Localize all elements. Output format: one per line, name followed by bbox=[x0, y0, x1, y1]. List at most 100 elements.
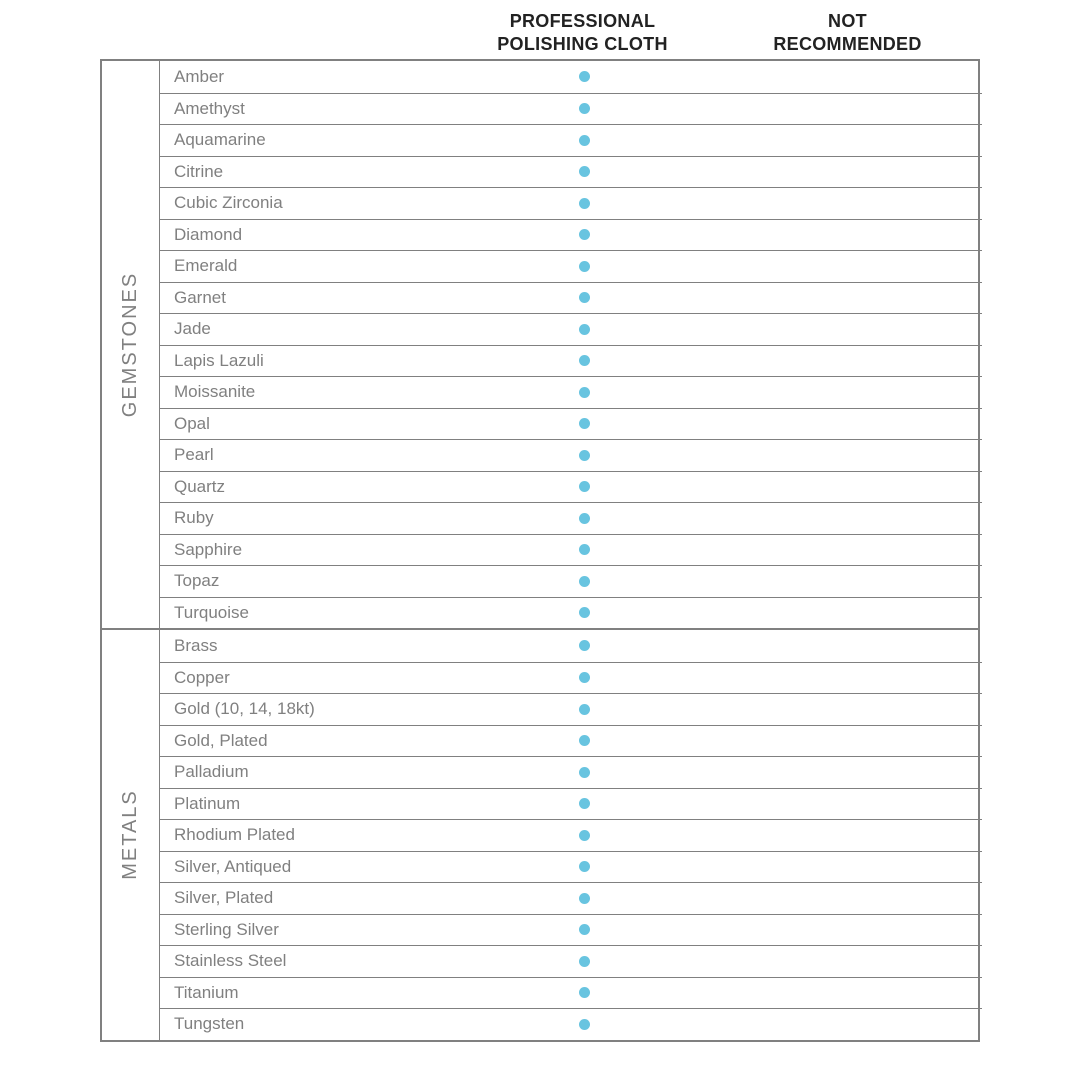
dot-icon bbox=[579, 607, 590, 618]
table-row: Rhodium Plated bbox=[160, 819, 982, 851]
table-row: Moissanite bbox=[160, 376, 982, 408]
dot-icon bbox=[579, 861, 590, 872]
table-row: Opal bbox=[160, 408, 982, 440]
table-row: Pearl bbox=[160, 439, 982, 471]
materials-table: GEMSTONESAmberAmethystAquamarineCitrineC… bbox=[100, 59, 980, 1042]
material-name: Diamond bbox=[160, 225, 452, 245]
mark-cell bbox=[452, 640, 717, 651]
table-row: Quartz bbox=[160, 471, 982, 503]
mark-cell bbox=[452, 544, 717, 555]
dot-icon bbox=[579, 735, 590, 746]
material-name: Quartz bbox=[160, 477, 452, 497]
column-header-not-recommended: NOT RECOMMENDED bbox=[715, 10, 980, 55]
material-name: Turquoise bbox=[160, 603, 452, 623]
material-name: Jade bbox=[160, 319, 452, 339]
mark-cell bbox=[452, 418, 717, 429]
mark-cell bbox=[452, 103, 717, 114]
mark-cell bbox=[452, 198, 717, 209]
category-cell: GEMSTONES bbox=[102, 61, 160, 628]
mark-cell bbox=[452, 767, 717, 778]
mark-cell bbox=[452, 1019, 717, 1030]
table-section: METALSBrassCopperGold (10, 14, 18kt)Gold… bbox=[102, 628, 978, 1040]
table-row: Garnet bbox=[160, 282, 982, 314]
material-name: Titanium bbox=[160, 983, 452, 1003]
rows-container: AmberAmethystAquamarineCitrineCubic Zirc… bbox=[160, 61, 982, 628]
table-row: Copper bbox=[160, 662, 982, 694]
mark-cell bbox=[452, 261, 717, 272]
dot-icon bbox=[579, 261, 590, 272]
material-name: Tungsten bbox=[160, 1014, 452, 1034]
mark-cell bbox=[452, 513, 717, 524]
dot-icon bbox=[579, 1019, 590, 1030]
table-row: Turquoise bbox=[160, 597, 982, 629]
table-section: GEMSTONESAmberAmethystAquamarineCitrineC… bbox=[102, 61, 978, 628]
table-row: Silver, Plated bbox=[160, 882, 982, 914]
material-name: Silver, Antiqued bbox=[160, 857, 452, 877]
mark-cell bbox=[452, 324, 717, 335]
column-header-polishing-cloth: PROFESSIONAL POLISHING CLOTH bbox=[450, 10, 715, 55]
table-row: Citrine bbox=[160, 156, 982, 188]
material-name: Silver, Plated bbox=[160, 888, 452, 908]
mark-cell bbox=[452, 135, 717, 146]
mark-cell bbox=[452, 292, 717, 303]
mark-cell bbox=[452, 166, 717, 177]
material-name: Sapphire bbox=[160, 540, 452, 560]
mark-cell bbox=[452, 481, 717, 492]
material-name: Citrine bbox=[160, 162, 452, 182]
table-row: Gold, Plated bbox=[160, 725, 982, 757]
dot-icon bbox=[579, 324, 590, 335]
material-name: Stainless Steel bbox=[160, 951, 452, 971]
material-name: Emerald bbox=[160, 256, 452, 276]
dot-icon bbox=[579, 576, 590, 587]
table-header-row: PROFESSIONAL POLISHING CLOTH NOT RECOMME… bbox=[100, 10, 980, 55]
material-name: Lapis Lazuli bbox=[160, 351, 452, 371]
table-row: Titanium bbox=[160, 977, 982, 1009]
material-name: Amber bbox=[160, 67, 452, 87]
table-row: Diamond bbox=[160, 219, 982, 251]
material-name: Copper bbox=[160, 668, 452, 688]
dot-icon bbox=[579, 798, 590, 809]
dot-icon bbox=[579, 418, 590, 429]
dot-icon bbox=[579, 71, 590, 82]
mark-cell bbox=[452, 704, 717, 715]
material-name: Gold, Plated bbox=[160, 731, 452, 751]
dot-icon bbox=[579, 103, 590, 114]
material-name: Platinum bbox=[160, 794, 452, 814]
mark-cell bbox=[452, 893, 717, 904]
table-row: Lapis Lazuli bbox=[160, 345, 982, 377]
mark-cell bbox=[452, 355, 717, 366]
dot-icon bbox=[579, 893, 590, 904]
table-row: Gold (10, 14, 18kt) bbox=[160, 693, 982, 725]
dot-icon bbox=[579, 450, 590, 461]
table-row: Tungsten bbox=[160, 1008, 982, 1040]
dot-icon bbox=[579, 166, 590, 177]
rows-container: BrassCopperGold (10, 14, 18kt)Gold, Plat… bbox=[160, 630, 982, 1040]
mark-cell bbox=[452, 71, 717, 82]
mark-cell bbox=[452, 830, 717, 841]
material-name: Palladium bbox=[160, 762, 452, 782]
dot-icon bbox=[579, 355, 590, 366]
material-name: Rhodium Plated bbox=[160, 825, 452, 845]
mark-cell bbox=[452, 861, 717, 872]
mark-cell bbox=[452, 987, 717, 998]
mark-cell bbox=[452, 387, 717, 398]
dot-icon bbox=[579, 229, 590, 240]
dot-icon bbox=[579, 672, 590, 683]
table-row: Platinum bbox=[160, 788, 982, 820]
mark-cell bbox=[452, 450, 717, 461]
dot-icon bbox=[579, 830, 590, 841]
dot-icon bbox=[579, 481, 590, 492]
table-row: Amber bbox=[160, 61, 982, 93]
table-row: Ruby bbox=[160, 502, 982, 534]
material-name: Gold (10, 14, 18kt) bbox=[160, 699, 452, 719]
table-row: Cubic Zirconia bbox=[160, 187, 982, 219]
table-row: Stainless Steel bbox=[160, 945, 982, 977]
mark-cell bbox=[452, 672, 717, 683]
material-name: Aquamarine bbox=[160, 130, 452, 150]
material-name: Moissanite bbox=[160, 382, 452, 402]
dot-icon bbox=[579, 924, 590, 935]
mark-cell bbox=[452, 229, 717, 240]
dot-icon bbox=[579, 135, 590, 146]
table-row: Emerald bbox=[160, 250, 982, 282]
table-row: Aquamarine bbox=[160, 124, 982, 156]
